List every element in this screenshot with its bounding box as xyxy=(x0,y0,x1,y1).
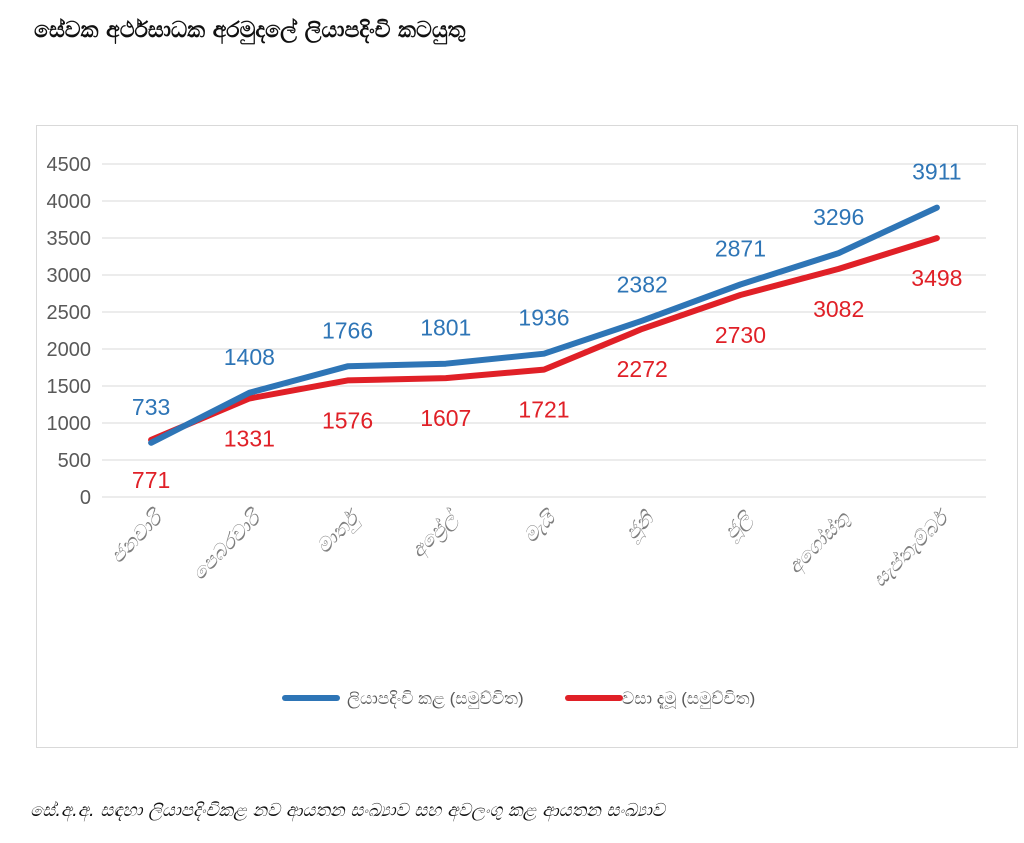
x-tick-label: ජූනි xyxy=(621,506,661,546)
data-label: 1801 xyxy=(420,315,471,341)
data-label: 733 xyxy=(132,394,170,420)
data-label: 2871 xyxy=(715,236,766,262)
data-label: 771 xyxy=(132,467,170,493)
page-title: සේවක අර්ථසාධක අරමුදලේ ලියාපදිංචි කටයුතු xyxy=(34,18,466,43)
data-label: 3498 xyxy=(911,265,962,291)
y-tick-label: 2000 xyxy=(47,339,92,361)
x-tick-label: මාර්තු xyxy=(313,505,367,559)
data-label: 2272 xyxy=(617,356,668,382)
legend-label: ලියාපදිංචි කළ (සමුච්චිත) xyxy=(347,689,524,709)
data-label: 1936 xyxy=(518,305,569,331)
data-label: 1331 xyxy=(224,426,275,452)
data-label: 3082 xyxy=(813,296,864,322)
figure-caption: සේ.අ.අ. සඳහා ලියාපදිංචිකළ නව ආයතන සංඛ්‍ය… xyxy=(30,800,665,821)
data-label: 3911 xyxy=(912,159,961,185)
legend-label: වසා දැමූ (සමුච්චිත) xyxy=(622,689,755,709)
y-tick-label: 1000 xyxy=(47,413,92,435)
x-tick-label: මැයි xyxy=(520,505,563,548)
x-tick-label: අප්‍රේල් xyxy=(407,505,465,563)
y-tick-label: 4000 xyxy=(47,191,92,213)
series-line-1 xyxy=(148,235,940,443)
y-axis-ticks: 0 500 1000 1500 2000 2500 3000 3500 4000 4500 xyxy=(47,154,92,509)
x-tick-label: ජූලි xyxy=(720,506,759,545)
data-label: 2382 xyxy=(617,272,668,298)
data-label: 1721 xyxy=(518,397,569,423)
y-tick-label: 4500 xyxy=(47,154,92,176)
y-tick-label: 2500 xyxy=(47,302,92,324)
data-label: 1766 xyxy=(322,317,373,343)
y-tick-label: 0 xyxy=(80,487,91,509)
series-line-0 xyxy=(148,204,940,446)
data-label: 2730 xyxy=(715,322,766,348)
gridlines xyxy=(102,163,986,498)
data-label: 1607 xyxy=(420,405,471,431)
y-tick-label: 3500 xyxy=(47,228,92,250)
y-tick-label: 1500 xyxy=(47,376,92,398)
x-axis-ticks: ජනවාරි පෙබරවාරි මාර්තු අප්‍රේල් මැයි ජූනි ජූලි… xyxy=(106,505,955,592)
x-tick-label: පෙබරවාරි xyxy=(187,505,267,585)
y-tick-label: 3000 xyxy=(47,265,92,287)
chart-frame xyxy=(36,125,1018,748)
x-tick-label: ජනවාරි xyxy=(106,505,169,568)
data-labels: 733 1408 1766 1801 1936 2382 2871 3296 3911 771 13… xyxy=(132,159,963,493)
data-label: 1408 xyxy=(224,344,275,370)
x-tick-label: සැප්තැම්බර් xyxy=(869,505,955,591)
legend: ලියාපදිංචි කළ (සමුච්චිත) වසා දැමූ (සමුච්ච… xyxy=(282,689,755,709)
series-lines xyxy=(148,204,940,446)
x-tick-label: අගෝස්තු xyxy=(784,507,856,579)
y-tick-label: 500 xyxy=(58,450,91,472)
data-label: 1576 xyxy=(322,407,373,433)
data-label: 3296 xyxy=(813,204,864,230)
